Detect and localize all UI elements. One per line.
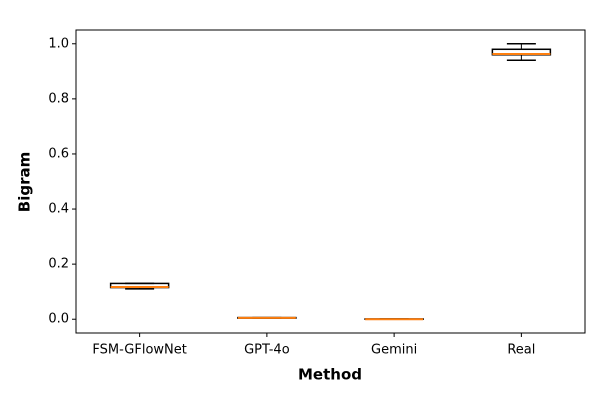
y-tick-label: 0.4 xyxy=(48,202,69,217)
x-tick-label: Gemini xyxy=(371,343,417,358)
x-axis-label: Method xyxy=(298,366,362,384)
x-tick-label: FSM-GFlowNet xyxy=(92,343,186,358)
y-axis-label: Bigram xyxy=(16,152,34,212)
y-tick-label: 0.0 xyxy=(48,312,69,327)
x-tick-label: GPT-4o xyxy=(244,343,290,358)
plot-frame xyxy=(75,29,586,334)
y-tick-label: 0.2 xyxy=(48,257,69,272)
x-tick-label: Real xyxy=(507,343,535,358)
y-tick-label: 0.8 xyxy=(48,91,69,106)
y-tick-label: 1.0 xyxy=(48,36,69,51)
y-tick-label: 0.6 xyxy=(48,146,69,161)
